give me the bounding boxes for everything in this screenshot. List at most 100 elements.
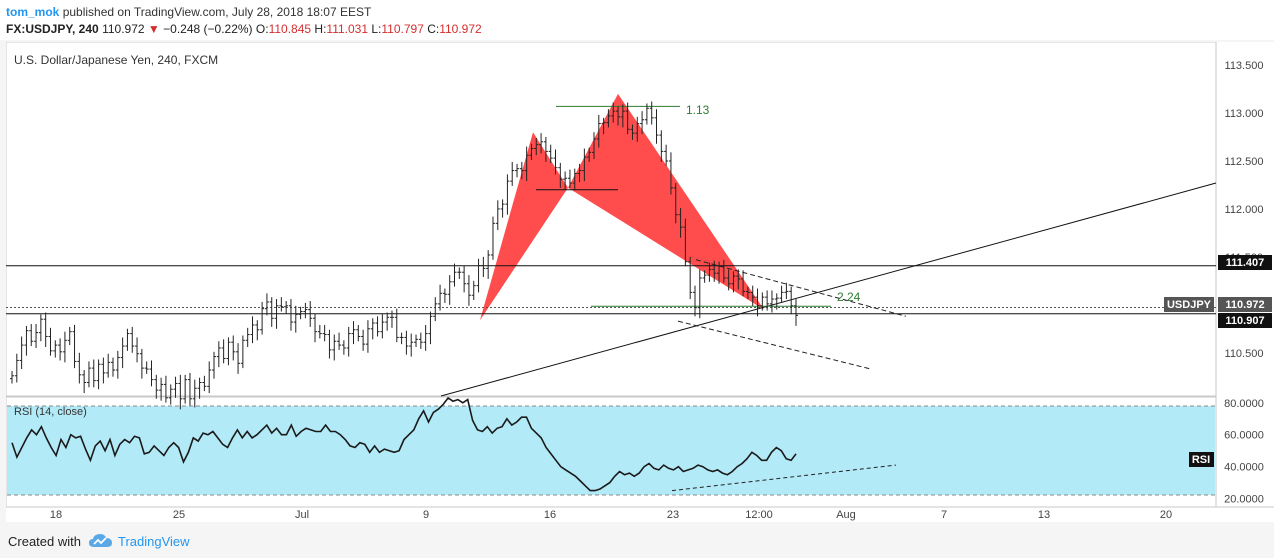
candle	[192, 379, 197, 408]
candle	[389, 310, 394, 328]
candle	[635, 116, 640, 142]
candle	[120, 337, 125, 369]
high-label: H:	[314, 22, 327, 36]
candle	[524, 146, 529, 182]
candle	[616, 106, 621, 126]
rsi-tick-label: 20.0000	[1224, 494, 1264, 506]
candle	[553, 149, 558, 175]
price-pane[interactable]	[6, 42, 1217, 397]
candle	[543, 137, 548, 162]
candle	[308, 300, 313, 327]
candle	[591, 132, 596, 160]
candle	[582, 148, 587, 182]
candle	[313, 313, 318, 343]
candle	[717, 261, 722, 284]
author-link[interactable]: tom_mok	[6, 5, 60, 19]
candle	[611, 102, 616, 123]
candle	[385, 312, 390, 331]
tradingview-cloud-icon[interactable]	[88, 532, 114, 550]
candle	[664, 144, 669, 166]
candle	[457, 267, 462, 279]
candle	[505, 174, 510, 215]
candle	[601, 117, 606, 135]
candle	[139, 348, 144, 379]
time-tick-label: 12:00	[745, 509, 773, 521]
time-tick-label: 18	[50, 509, 62, 521]
candle	[67, 326, 72, 346]
candle	[245, 327, 250, 348]
candle	[442, 288, 447, 303]
candle	[404, 330, 409, 355]
drawing-lines[interactable]	[6, 105, 1217, 397]
candle	[62, 331, 67, 363]
candle	[34, 324, 39, 348]
candle	[183, 374, 188, 404]
price-axis[interactable]	[1216, 42, 1274, 507]
candle	[519, 161, 524, 180]
last-price-badge	[1218, 297, 1272, 312]
level-badge-1-text: 111.407	[1226, 257, 1265, 269]
candle	[72, 324, 77, 369]
candle	[101, 357, 106, 384]
last-price-badge-text: 110.972	[1225, 299, 1264, 311]
candle	[303, 302, 308, 319]
candle	[86, 361, 91, 388]
candle	[187, 372, 192, 406]
candle	[760, 292, 765, 311]
change-value: −0.248 (−0.22%)	[163, 22, 253, 36]
candle	[135, 337, 140, 363]
candle	[438, 284, 443, 311]
candle	[216, 341, 221, 368]
candle	[332, 334, 337, 361]
candle	[284, 300, 289, 314]
candle	[125, 328, 130, 351]
candles	[10, 101, 798, 410]
candle	[515, 163, 520, 178]
candle	[784, 282, 789, 300]
candle	[163, 375, 168, 403]
candle	[279, 297, 284, 312]
candle	[409, 333, 414, 357]
candle	[630, 124, 635, 140]
candle	[736, 269, 741, 290]
level-badge-2-text: 110.907	[1225, 315, 1264, 327]
candle	[38, 314, 43, 342]
candle	[255, 320, 260, 341]
candle	[91, 359, 96, 388]
candle	[356, 324, 361, 342]
candle	[649, 101, 654, 125]
rsi-badge	[1189, 452, 1214, 467]
price-tick-label: 112.500	[1225, 156, 1264, 168]
candle	[14, 353, 19, 383]
rsi-trendline	[671, 464, 897, 492]
candle	[659, 130, 664, 162]
chart-title: U.S. Dollar/Japanese Yen, 240, FXCM	[14, 53, 218, 67]
time-tick-label: Aug	[836, 509, 856, 521]
candle	[154, 374, 159, 399]
symbol-badge	[1164, 297, 1214, 312]
candle	[673, 183, 678, 224]
chart-svg[interactable]: 113.500113.000112.500112.000111.500110.5…	[6, 42, 1274, 522]
candle	[789, 286, 794, 315]
rsi-tick-label: 80.0000	[1224, 398, 1264, 410]
candle	[178, 374, 183, 410]
candle	[640, 111, 645, 135]
candle	[567, 169, 572, 188]
candle	[692, 285, 697, 317]
candle	[510, 161, 515, 186]
price-tick-label: 113.500	[1225, 60, 1264, 72]
time-tick-label: 9	[423, 509, 429, 521]
harmonic-pattern[interactable]	[480, 93, 764, 321]
level-label-1: 1.13	[686, 103, 710, 117]
tradingview-link[interactable]: TradingView	[118, 534, 190, 549]
candle	[29, 324, 34, 347]
chart-area[interactable]: 113.500113.000112.500112.000111.500110.5…	[6, 42, 1274, 522]
candle	[620, 104, 625, 128]
open-label: O:	[255, 22, 269, 36]
channel-upper	[695, 259, 907, 317]
candle	[197, 377, 202, 399]
candle	[534, 137, 539, 156]
time-axis[interactable]	[6, 507, 1274, 522]
candle	[317, 324, 322, 339]
candle	[712, 260, 717, 282]
